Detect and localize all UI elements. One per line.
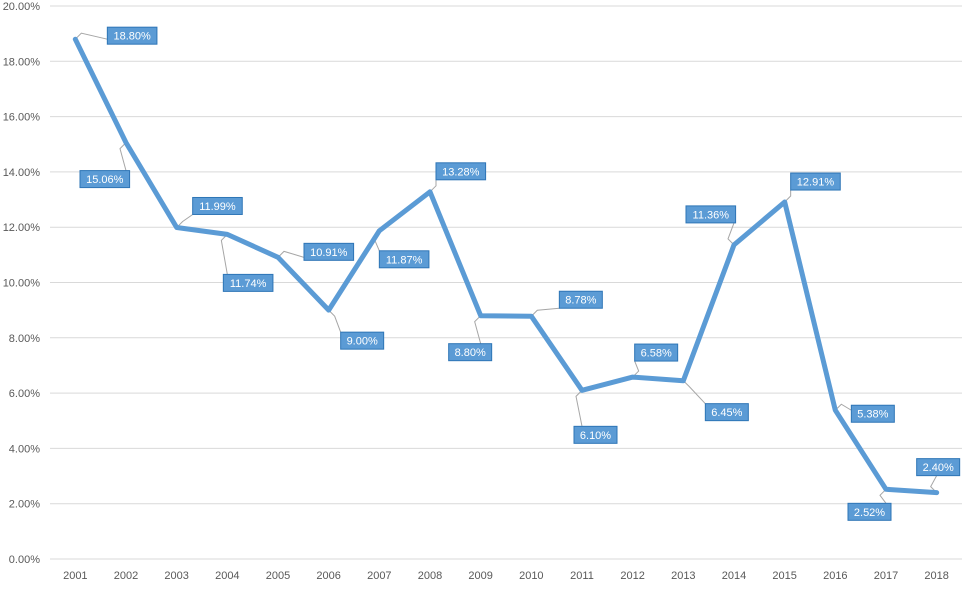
y-tick-label: 2.00% <box>9 499 40 511</box>
x-tick-label: 2011 <box>570 570 594 582</box>
data-label-box <box>106 26 158 45</box>
y-tick-label: 6.00% <box>9 388 40 400</box>
data-label-box <box>790 172 841 191</box>
leader-line <box>277 250 305 258</box>
x-tick-label: 2009 <box>468 570 492 582</box>
leader-line <box>119 142 127 171</box>
data-label-box <box>847 502 892 521</box>
y-tick-label: 18.00% <box>3 56 41 68</box>
x-tick-label: 2016 <box>823 570 847 582</box>
data-label: 8.78% <box>565 295 596 307</box>
leader-line <box>328 309 342 333</box>
data-label: 8.80% <box>455 347 486 359</box>
data-label-box <box>573 425 618 444</box>
x-tick-label: 2003 <box>164 570 188 582</box>
data-label: 9.00% <box>347 336 378 348</box>
x-tick-label: 2004 <box>215 570 239 582</box>
leader-line <box>879 488 887 504</box>
leader-line <box>429 179 437 193</box>
leader-line <box>474 315 482 344</box>
data-label: 6.45% <box>711 407 742 419</box>
y-tick-label: 8.00% <box>9 333 40 345</box>
data-label-box <box>558 290 603 309</box>
leader-line <box>220 234 228 275</box>
leader-line <box>530 307 560 317</box>
data-label: 11.74% <box>230 278 267 290</box>
data-labels: 18.80% 15.06% 11.99% 11.74% 10.91% 9.00% 11.87… <box>79 26 961 521</box>
data-label-box <box>448 343 493 362</box>
data-label: 6.58% <box>641 348 672 360</box>
x-tick-label: 2007 <box>367 570 391 582</box>
data-label-box <box>634 343 679 362</box>
leader-line <box>727 222 735 246</box>
y-tick-label: 0.00% <box>9 554 40 566</box>
gridlines <box>50 5 962 560</box>
data-label: 11.36% <box>693 209 730 221</box>
x-tick-label: 2012 <box>620 570 644 582</box>
data-label-box <box>340 331 385 350</box>
y-tick-label: 16.00% <box>3 112 41 124</box>
data-label: 18.80% <box>113 31 151 43</box>
x-tick-label: 2005 <box>266 570 290 582</box>
leader-lines <box>74 32 938 504</box>
data-label-box <box>435 162 487 181</box>
leader-line <box>682 380 706 405</box>
leader-line <box>834 403 852 411</box>
data-label-box <box>192 196 243 215</box>
data-label-box <box>378 250 430 269</box>
leader-line <box>74 32 108 40</box>
y-tick-label: 10.00% <box>3 278 41 290</box>
y-axis: 0.00% 2.00% 4.00% 6.00% 8.00% 10.00% 12.00% 14.… <box>3 1 41 566</box>
data-label: 6.10% <box>580 430 611 442</box>
x-axis: 2001 2002 2003 2004 2005 2006 2007 2008 2009 2010… <box>63 570 949 582</box>
leader-line <box>575 389 583 427</box>
x-tick-label: 2006 <box>316 570 340 582</box>
data-label: 10.91% <box>310 247 348 259</box>
data-label: 11.87% <box>386 254 423 266</box>
data-label-box <box>704 403 749 422</box>
x-tick-label: 2014 <box>722 570 746 582</box>
leader-line <box>784 190 792 203</box>
y-tick-label: 14.00% <box>3 167 41 179</box>
data-label: 5.38% <box>857 409 888 421</box>
data-label-box <box>685 205 737 224</box>
y-tick-label: 4.00% <box>9 443 40 455</box>
data-label-box <box>916 458 961 477</box>
data-label: 12.91% <box>797 177 835 189</box>
y-tick-label: 12.00% <box>3 222 41 234</box>
series-line <box>72 36 940 496</box>
x-tick-label: 2018 <box>924 570 948 582</box>
y-tick-label: 20.00% <box>3 1 41 13</box>
x-tick-label: 2015 <box>772 570 796 582</box>
data-label-box <box>303 242 355 261</box>
x-tick-label: 2013 <box>671 570 695 582</box>
x-tick-label: 2002 <box>114 570 138 582</box>
data-label: 11.99% <box>199 201 236 213</box>
data-label: 2.40% <box>923 462 954 474</box>
x-tick-label: 2010 <box>519 570 543 582</box>
data-label: 15.06% <box>86 174 124 186</box>
x-tick-label: 2008 <box>418 570 442 582</box>
data-label: 2.52% <box>854 507 885 519</box>
x-tick-label: 2001 <box>63 570 87 582</box>
data-label-box <box>850 404 895 423</box>
data-label: 13.28% <box>442 166 480 178</box>
data-label-box <box>222 273 274 292</box>
x-tick-label: 2017 <box>874 570 898 582</box>
data-label-box <box>79 170 131 189</box>
